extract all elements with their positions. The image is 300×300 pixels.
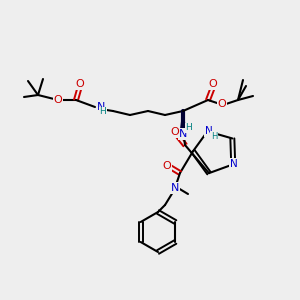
Text: N: N (230, 159, 238, 169)
Text: H: H (186, 124, 192, 133)
Text: O: O (54, 95, 62, 105)
Text: N: N (97, 102, 105, 112)
Text: N: N (171, 183, 179, 193)
Text: O: O (218, 99, 226, 109)
Text: H: H (100, 107, 106, 116)
Text: O: O (208, 79, 217, 89)
Polygon shape (181, 111, 185, 131)
Text: O: O (76, 79, 84, 89)
Text: H: H (211, 132, 218, 141)
Text: O: O (163, 161, 171, 171)
Text: N: N (179, 129, 187, 139)
Text: O: O (171, 127, 179, 137)
Text: N: N (205, 126, 212, 136)
